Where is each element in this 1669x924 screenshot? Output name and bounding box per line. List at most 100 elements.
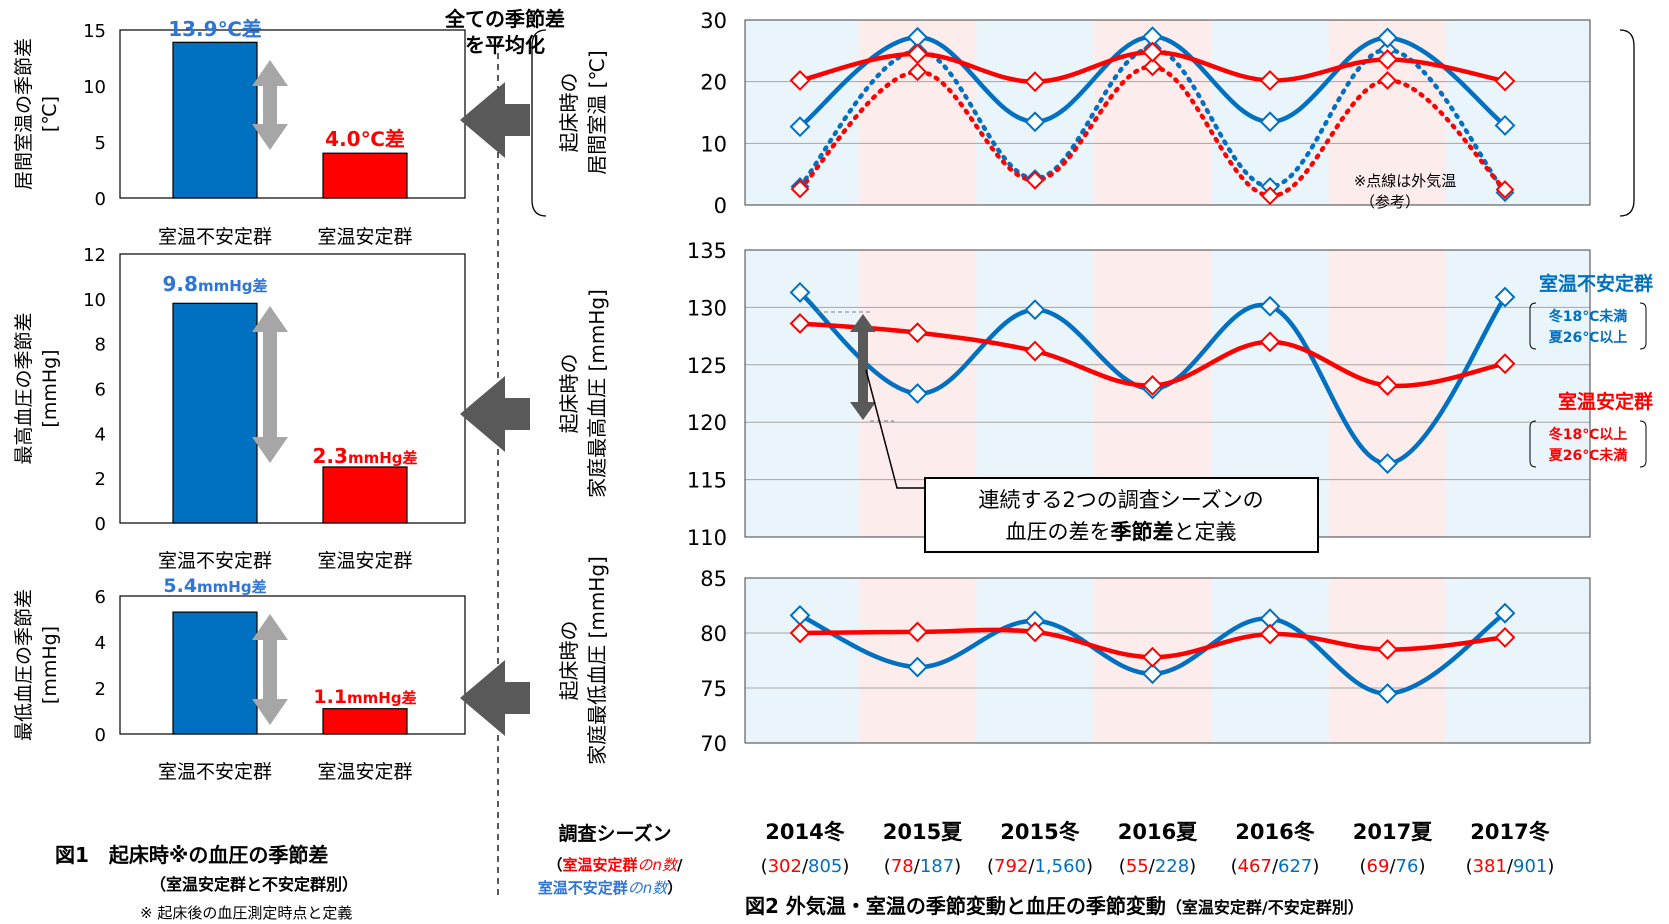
- data-point-marker: [907, 656, 928, 678]
- data-point-marker: [790, 179, 810, 199]
- y-tick-label: 110: [687, 526, 727, 550]
- data-point-marker: [1025, 170, 1045, 190]
- data-point-marker: [1259, 331, 1281, 353]
- season-band: [745, 20, 859, 205]
- data-point-marker: [1143, 57, 1162, 77]
- y-tick-label: 130: [687, 296, 727, 320]
- x-category-label: 室温不安定群: [158, 550, 272, 572]
- data-point-marker: [1494, 353, 1516, 375]
- data-point-marker: [1024, 340, 1046, 362]
- data-point-marker: [1377, 27, 1398, 49]
- y-tick-label: 0: [95, 189, 106, 210]
- y-axis-label: 居間室温の季節差 [℃]: [13, 38, 61, 190]
- y-tick-label: 85: [700, 567, 727, 591]
- data-label: 1.1mmHg差: [313, 686, 416, 708]
- outdoor-note-line1: ※点線は外気温: [1354, 172, 1457, 190]
- y-tick-label: 10: [83, 290, 106, 311]
- legend-unstable-cond1: 冬18℃未満: [1549, 308, 1627, 325]
- bracket-left: [531, 29, 547, 217]
- data-label: 4.0℃差: [325, 127, 405, 151]
- season-label: 2015冬: [1000, 820, 1079, 844]
- x-category-label: 室温不安定群: [158, 226, 272, 248]
- season-band: [976, 578, 1094, 743]
- left-arrow-icon: [460, 660, 530, 736]
- y-tick-label: 8: [95, 335, 106, 356]
- outdoor-note-line2: （参考）: [1360, 193, 1420, 211]
- data-point-marker: [789, 282, 811, 303]
- n-count-label: (792/1,560): [987, 856, 1093, 877]
- data-point-marker: [1494, 286, 1516, 308]
- legend-unstable-name: 室温不安定群: [1539, 272, 1653, 295]
- data-point-marker: [1259, 623, 1281, 645]
- average-note-line1: 全ての季節差: [444, 7, 565, 31]
- n-count-label: (78/187): [884, 856, 961, 877]
- y-tick-label: 75: [700, 677, 727, 701]
- fig2-caption: 図2 外気温・室温の季節変動と血圧の季節変動（室温安定群/不安定群別）: [745, 894, 1364, 918]
- y-tick-label: 4: [95, 424, 106, 445]
- n-count-label: (55/228): [1119, 856, 1196, 877]
- season-label: 2016夏: [1118, 820, 1198, 844]
- data-point-marker: [907, 322, 928, 344]
- y-axis-label: 最低血圧の季節差 [mmHg]: [13, 589, 61, 741]
- y-axis-label: 最高血圧の季節差 [mmHg]: [13, 312, 61, 464]
- season-label: 2015夏: [883, 820, 963, 844]
- season-label: 2017夏: [1353, 820, 1433, 844]
- data-point-marker: [1494, 115, 1516, 136]
- data-label: 2.3mmHg差: [313, 444, 418, 468]
- definition-line1: 連続する2つの調査シーズンの: [978, 488, 1263, 512]
- y-tick-label: 2: [95, 679, 106, 700]
- data-point-marker: [1142, 41, 1163, 63]
- y-tick-label: 10: [83, 77, 106, 98]
- season-band: [1446, 20, 1590, 205]
- n-count-label: (381/901): [1466, 856, 1555, 877]
- bracket-right: [1619, 29, 1635, 217]
- x-category-label: 室温安定群: [317, 761, 412, 783]
- plot-frame: [744, 19, 1591, 206]
- fig1-note: ※ 起床後の血圧測定時点と定義: [140, 904, 352, 922]
- data-point-marker: [789, 70, 811, 91]
- season-axis: 2014冬 (302/805) 2015夏 (78/187) 2015冬 (792/1,5…: [761, 820, 1555, 877]
- data-point-marker: [1142, 375, 1163, 396]
- y-tick-label: 30: [700, 9, 727, 33]
- season-band: [745, 578, 859, 743]
- left-arrow-icon: [460, 376, 530, 452]
- definition-line2: 血圧の差を季節差と定義: [1006, 520, 1237, 544]
- plot-frame: [119, 595, 466, 735]
- season-label: 2016冬: [1235, 820, 1314, 844]
- y-axis-label: 起床時の 家庭最低血圧 [mmHg]: [557, 556, 609, 765]
- n-count-label: (302/805): [761, 856, 850, 877]
- data-point-marker: [1377, 49, 1398, 70]
- line-chart-diastolic: 70 75 80 85 起床時の 家庭最低血圧 [mmHg]: [557, 556, 1591, 765]
- left-arrow-icon: [460, 82, 530, 158]
- y-tick-label: 20: [700, 71, 727, 95]
- season-label: 2014冬: [765, 820, 844, 844]
- y-tick-label: 70: [700, 732, 727, 756]
- fig1-caption: 図1 起床時※の血圧の季節差: [55, 843, 328, 867]
- season-band: [1211, 578, 1329, 743]
- y-tick-label: 12: [83, 245, 106, 266]
- bar: [172, 611, 258, 735]
- season-label: 2017冬: [1470, 820, 1549, 844]
- data-point-marker: [1494, 626, 1516, 648]
- difference-arrow-icon: [252, 60, 288, 150]
- y-tick-label: 0: [95, 725, 106, 746]
- line-chart-room-temp: 0 10 20 30 起床時の 居間室温 [℃]: [557, 9, 1591, 218]
- data-point-marker: [1260, 186, 1280, 206]
- data-point-marker: [789, 313, 811, 334]
- x-category-label: 室温安定群: [317, 550, 412, 572]
- data-point-marker: [1377, 453, 1398, 474]
- y-tick-label: 120: [687, 411, 727, 435]
- callout-leader-line: [865, 369, 925, 489]
- n-note-line1: （室温安定群のn数/: [547, 856, 683, 874]
- bar: [322, 152, 408, 199]
- data-point-marker: [1024, 111, 1046, 133]
- season-axis-title: 調査シーズン: [558, 822, 671, 845]
- legend-stable: 室温安定群 冬18℃以上 夏26℃未満: [1529, 390, 1653, 468]
- y-tick-label: 0: [95, 514, 106, 535]
- bar: [322, 708, 408, 735]
- y-axis-label: 起床時の 居間室温 [℃]: [557, 50, 609, 174]
- season-diff-arrow-icon: [850, 314, 876, 420]
- y-tick-label: 2: [95, 469, 106, 490]
- season-band: [1446, 250, 1590, 537]
